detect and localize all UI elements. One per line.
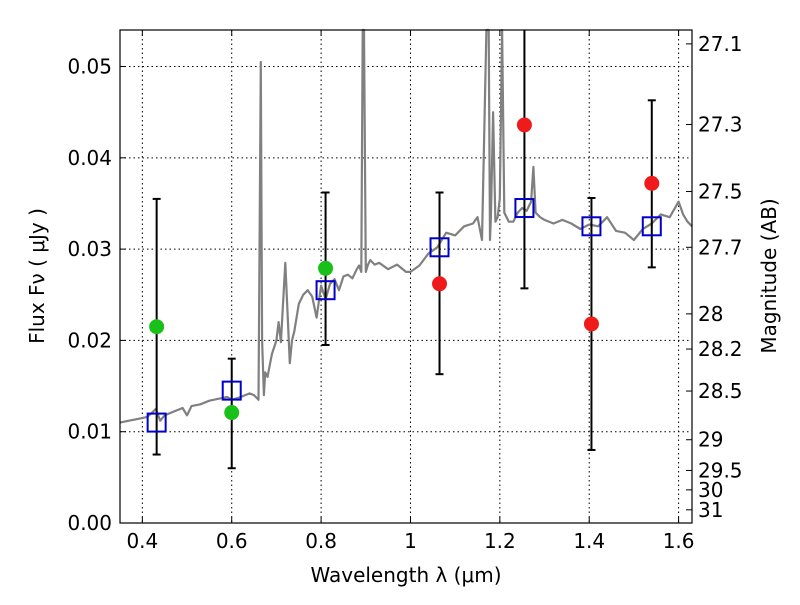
right-axis-label: Magnitude (AB) [757, 198, 781, 353]
right-tick-label: 31 [698, 498, 723, 522]
y-tick-label: 0.01 [67, 420, 112, 444]
model-box-marker [581, 216, 602, 237]
right-tick-label: 27.1 [698, 32, 743, 56]
y-axis-label: Flux Fν ( μJy ) [25, 208, 49, 344]
model-box-marker [221, 380, 242, 401]
x-tick-label: 0.4 [126, 529, 158, 553]
right-tick-label: 28 [698, 302, 723, 326]
x-axis-label: Wavelength λ (μm) [310, 563, 501, 587]
green-data-point [224, 405, 240, 421]
right-tick-label: 27.5 [698, 180, 743, 204]
model-box-marker [641, 216, 662, 237]
x-tick-label: 1 [404, 529, 417, 553]
right-tick-label: 30 [698, 478, 723, 502]
red-data-point [644, 175, 660, 191]
model-box-marker [514, 198, 535, 219]
model-box-marker [315, 280, 336, 301]
plot-layer [119, 28, 693, 470]
y-tick-label: 0.02 [67, 328, 112, 352]
right-tick-label: 27.3 [698, 112, 743, 136]
plot-frame [119, 29, 693, 524]
y-tick-label: 0.03 [67, 237, 112, 261]
right-tick-label: 29 [698, 428, 723, 452]
right-tick-label: 29.5 [698, 458, 743, 482]
red-data-point [516, 117, 532, 133]
green-data-point [149, 319, 165, 335]
right-tick-label: 28.5 [698, 379, 743, 403]
y-tick-label: 0.00 [67, 511, 112, 535]
x-tick-label: 1.4 [573, 529, 605, 553]
red-data-point [432, 276, 448, 292]
red-data-point [583, 316, 599, 332]
x-tick-label: 1.2 [484, 529, 516, 553]
model-box-marker [146, 412, 167, 433]
y-tick-label: 0.05 [67, 55, 112, 79]
x-tick-label: 1.6 [663, 529, 695, 553]
spectrum-line [119, 28, 693, 424]
right-tick-label: 27.7 [698, 235, 743, 259]
y-tick-label: 0.04 [67, 146, 112, 170]
grid-layer [120, 30, 692, 524]
x-tick-label: 0.8 [305, 529, 337, 553]
model-box-marker [429, 237, 450, 258]
axis-layer: 0.4 0.6 0.8 1 1.2 1.4 1.6 0.00 0.01 0.02 0.03 0.04 0… [67, 30, 743, 553]
green-data-point [318, 260, 334, 276]
x-tick-label: 0.6 [216, 529, 248, 553]
right-tick-label: 28.2 [698, 337, 743, 361]
